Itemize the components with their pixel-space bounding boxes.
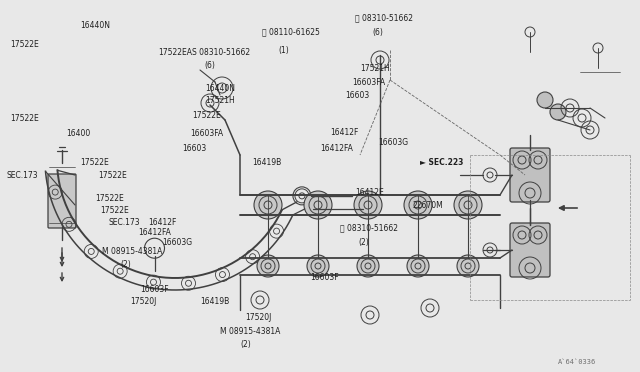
Text: 16440N: 16440N [205, 83, 235, 93]
FancyBboxPatch shape [510, 223, 550, 277]
Text: 17520J: 17520J [245, 314, 271, 323]
Text: 17522E: 17522E [95, 193, 124, 202]
Circle shape [407, 255, 429, 277]
Text: SEC.173: SEC.173 [6, 170, 38, 180]
Circle shape [354, 191, 382, 219]
Text: 16419B: 16419B [200, 298, 229, 307]
Text: 17522E: 17522E [98, 170, 127, 180]
Text: 16440N: 16440N [80, 20, 110, 29]
Text: SEC.173: SEC.173 [108, 218, 140, 227]
Text: 16603F: 16603F [140, 285, 168, 295]
Text: 16603F: 16603F [310, 273, 339, 282]
Text: 16603G: 16603G [378, 138, 408, 147]
Text: 16419B: 16419B [252, 157, 281, 167]
Text: S 08310-51662: S 08310-51662 [192, 48, 250, 57]
Circle shape [404, 191, 432, 219]
Circle shape [457, 255, 479, 277]
Text: (6): (6) [372, 28, 383, 36]
Text: M 08915-4381A: M 08915-4381A [220, 327, 280, 337]
Text: 17520J: 17520J [130, 298, 156, 307]
Text: 16603FA: 16603FA [190, 128, 223, 138]
FancyBboxPatch shape [48, 174, 76, 228]
Text: 17521H: 17521H [205, 96, 235, 105]
Text: 16603: 16603 [182, 144, 206, 153]
Circle shape [454, 191, 482, 219]
Circle shape [257, 255, 279, 277]
Text: 17522E: 17522E [10, 113, 39, 122]
Circle shape [537, 92, 553, 108]
Text: ► SEC.223: ► SEC.223 [420, 157, 463, 167]
Text: 16412FA: 16412FA [320, 144, 353, 153]
Text: (2): (2) [358, 237, 369, 247]
Text: 16603: 16603 [345, 90, 369, 99]
Text: 16400: 16400 [66, 128, 90, 138]
Text: 16603G: 16603G [162, 237, 192, 247]
Text: A`64`0336: A`64`0336 [558, 359, 596, 365]
Text: Ⓢ 08310-51662: Ⓢ 08310-51662 [355, 13, 413, 22]
Text: (2): (2) [120, 260, 131, 269]
Circle shape [307, 255, 329, 277]
Text: (2): (2) [240, 340, 251, 350]
Text: Ⓢ 08310-51662: Ⓢ 08310-51662 [340, 224, 398, 232]
Text: 16412E: 16412E [355, 187, 384, 196]
FancyBboxPatch shape [510, 148, 550, 202]
Text: 17522E: 17522E [80, 157, 109, 167]
Text: 17522E: 17522E [10, 39, 39, 48]
Text: 16412FA: 16412FA [138, 228, 171, 237]
Circle shape [254, 191, 282, 219]
Text: 17522EA: 17522EA [158, 48, 192, 57]
Text: (1): (1) [278, 45, 289, 55]
Text: M 08915-4381A: M 08915-4381A [102, 247, 163, 257]
Text: 17522E: 17522E [192, 110, 221, 119]
Text: 16603FA: 16603FA [352, 77, 385, 87]
Text: 16412F: 16412F [148, 218, 177, 227]
Circle shape [357, 255, 379, 277]
Text: 22670M: 22670M [413, 201, 444, 209]
Text: 17522E: 17522E [100, 205, 129, 215]
Text: 17521H: 17521H [360, 64, 390, 73]
Text: (6): (6) [204, 61, 215, 70]
Text: Ⓑ 08110-61625: Ⓑ 08110-61625 [262, 28, 320, 36]
Circle shape [550, 104, 566, 120]
Text: 16412F: 16412F [330, 128, 358, 137]
Circle shape [304, 191, 332, 219]
